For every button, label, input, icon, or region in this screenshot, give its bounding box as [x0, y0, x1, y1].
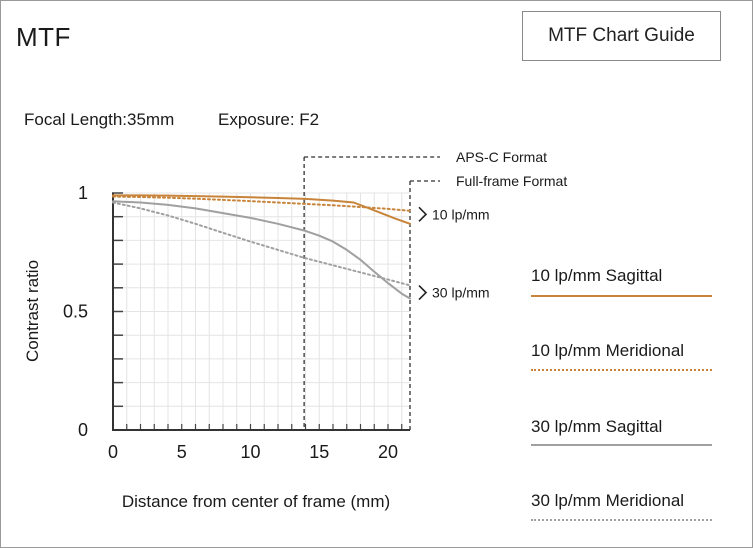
legend-item-30-sagittal: 30 lp/mm Sagittal [531, 417, 712, 446]
format-marker-label: Full-frame Format [456, 173, 567, 189]
legend-swatch [531, 519, 712, 521]
x-tick-label: 20 [378, 442, 398, 462]
chevron-right-icon [418, 206, 428, 222]
x-tick-label: 10 [240, 442, 260, 462]
series-line [112, 195, 411, 212]
legend-item-30-meridional: 30 lp/mm Meridional [531, 491, 712, 521]
legend-label: 10 lp/mm Meridional [531, 341, 685, 360]
exposure-label: Exposure: F2 [218, 110, 320, 129]
legend-label: 30 lp/mm Sagittal [531, 417, 663, 436]
legend-swatch [531, 444, 712, 446]
series-line [112, 194, 411, 225]
series-line [112, 201, 411, 287]
series-line [112, 200, 411, 300]
legend-item-10-meridional: 10 lp/mm Meridional [531, 341, 712, 371]
legend-label: 10 lp/mm Sagittal [531, 266, 663, 285]
page-title: MTF [16, 22, 71, 52]
format-marker-label: APS-C Format [456, 149, 547, 165]
x-tick-label: 5 [177, 442, 187, 462]
legend-item-10-sagittal: 10 lp/mm Sagittal [531, 266, 712, 297]
chart-axes [112, 192, 410, 431]
legend-swatch [531, 369, 712, 371]
x-tick-label: 15 [309, 442, 329, 462]
chart-grid [113, 192, 410, 430]
x-axis-title: Distance from center of frame (mm) [122, 492, 390, 511]
legend-swatch [531, 295, 712, 297]
focal-length-label: Focal Length:35mm [24, 110, 175, 129]
y-tick-label: 0.5 [63, 302, 88, 322]
group-label: 10 lp/mm [432, 206, 490, 222]
y-tick-label: 1 [78, 183, 88, 203]
legend-label: 30 lp/mm Meridional [531, 491, 685, 510]
group-label: 30 lp/mm [432, 285, 490, 301]
y-tick-label: 0 [78, 420, 88, 440]
chevron-right-icon [418, 284, 428, 301]
chart-labels: 0 5 10 15 20 0 0.5 1 Distance from center of fra… [23, 149, 567, 511]
chart-series [112, 194, 411, 300]
mtf-chart-guide-button[interactable]: MTF Chart Guide [522, 11, 721, 61]
format-markers [303, 156, 440, 430]
x-tick-label: 0 [108, 442, 118, 462]
y-axis-title: Contrast ratio [23, 260, 42, 362]
